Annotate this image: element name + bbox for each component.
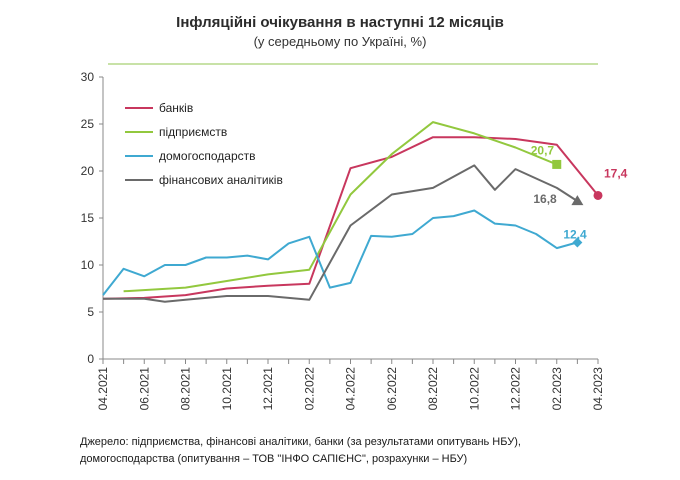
- series-0-line: [102, 136, 599, 300]
- series-0-end-label: 17,4: [604, 166, 628, 180]
- y-tick-label: 25: [81, 117, 95, 131]
- y-tick-label: 20: [81, 164, 95, 178]
- y-tick-label: 0: [87, 352, 94, 366]
- series-1-end-marker: [552, 159, 562, 169]
- line-chart: 0 5 10 15 20 25 30 04.2021 06.2021 08.2021 10.2021…: [81, 63, 628, 411]
- x-tick-label: 08.2021: [179, 367, 193, 411]
- legend-label-1: підприємств: [159, 125, 227, 139]
- series-3-end-marker: [571, 195, 584, 206]
- x-tick-label: 10.2021: [220, 367, 234, 411]
- x-tick-label: 12.2022: [509, 367, 523, 411]
- series-2-end-label: 12,4: [563, 227, 587, 241]
- x-tick-label: 06.2021: [137, 367, 151, 411]
- y-tick-label: 15: [81, 211, 95, 225]
- chart-subtitle: (у середньому по Україні, %): [253, 34, 427, 49]
- footnote-line-1: Джерело: підприємства, фінансові аналіти…: [80, 436, 521, 448]
- x-tick-label: 10.2022: [467, 367, 481, 411]
- series-1-end-label: 20,7: [531, 143, 555, 157]
- series-3-line: [103, 164, 578, 303]
- source-footnote: Джерело: підприємства, фінансові аналіти…: [80, 434, 670, 468]
- legend-label-2: домогосподарств: [159, 149, 256, 163]
- series-1-line: [123, 121, 558, 293]
- y-tick-label: 5: [87, 305, 94, 319]
- y-tick-label: 10: [81, 258, 95, 272]
- x-tick-label: 04.2021: [96, 367, 110, 411]
- x-tick-label: 04.2022: [344, 367, 358, 411]
- footnote-line-2: домогосподарства (опитування – ТОВ "ІНФО…: [80, 453, 468, 465]
- chart-title: Інфляційні очікування в наступні 12 міся…: [176, 14, 504, 31]
- x-tick-label: 12.2021: [261, 367, 275, 411]
- x-tick-label: 04.2023: [591, 367, 605, 411]
- x-tick-label: 06.2022: [385, 367, 399, 411]
- x-tick-label: 02.2022: [302, 367, 316, 411]
- series-3-end-label: 16,8: [533, 192, 557, 206]
- series-0-end-marker: [593, 190, 603, 200]
- x-tick-label: 02.2023: [550, 367, 564, 411]
- legend-label-0: банків: [159, 101, 193, 115]
- legend-label-3: фінансових аналітиків: [159, 173, 283, 187]
- y-tick-label: 30: [81, 70, 95, 84]
- series-2-end-marker: [572, 237, 583, 248]
- series-2-line: [102, 209, 578, 296]
- x-tick-label: 08.2022: [426, 367, 440, 411]
